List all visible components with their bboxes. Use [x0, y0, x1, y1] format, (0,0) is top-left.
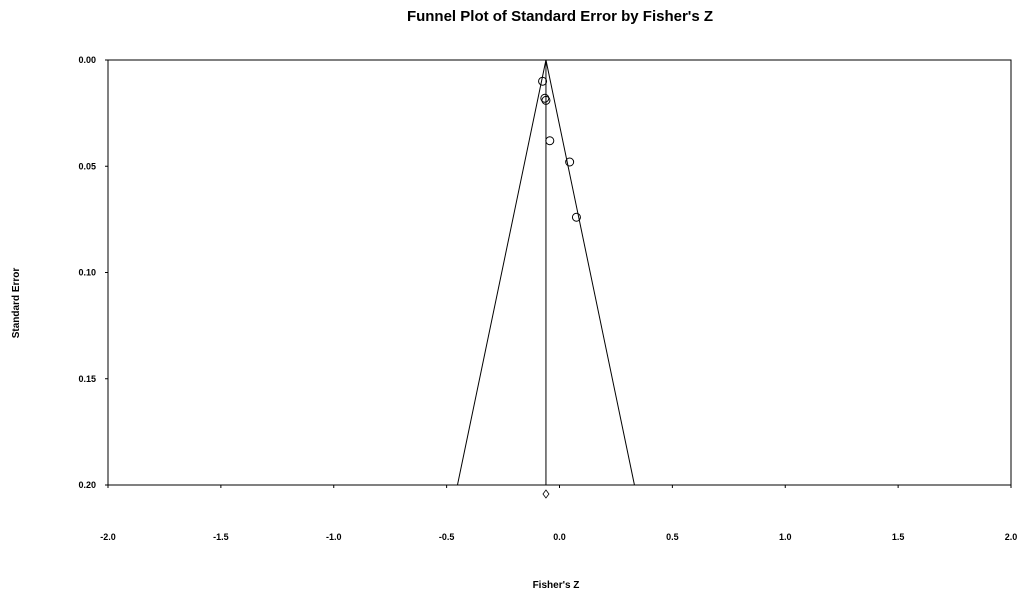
funnel-left-limit: [456, 59, 547, 486]
y-axis-ticks: 0.00 0.05 0.10 0.15 0.20: [78, 55, 108, 490]
study-point: [571, 212, 581, 222]
study-point: [540, 93, 550, 103]
x-tick-label: -2.0: [100, 532, 116, 542]
study-point: [545, 136, 555, 146]
x-tick-label: 0.5: [666, 532, 679, 542]
y-axis-label: Standard Error: [11, 268, 22, 339]
x-axis-label: Fisher's Z: [533, 580, 580, 591]
x-tick-label: -0.5: [439, 532, 455, 542]
x-tick-label: -1.0: [326, 532, 342, 542]
x-tick-label: -1.5: [213, 532, 229, 542]
study-points: [538, 76, 581, 499]
study-point: [541, 95, 551, 105]
study-point: [565, 157, 575, 167]
y-tick-label: 0.15: [78, 374, 96, 384]
x-tick-label: 1.0: [779, 532, 792, 542]
x-tick-label: 2.0: [1005, 532, 1018, 542]
x-axis-ticks: -2.0 -1.5 -1.0 -0.5 0.0 0.5 1.0 1.5 2.0: [100, 485, 1017, 542]
chart-title: Funnel Plot of Standard Error by Fisher'…: [407, 8, 713, 25]
y-tick-label: 0.05: [78, 161, 96, 171]
funnel-lines: [456, 59, 635, 486]
x-tick-label: 0.0: [553, 532, 566, 542]
y-tick-label: 0.00: [78, 55, 96, 65]
study-point: [538, 76, 548, 86]
x-tick-label: 1.5: [892, 532, 905, 542]
y-tick-label: 0.20: [78, 480, 96, 490]
y-tick-label: 0.10: [78, 268, 96, 278]
summary-diamond: [542, 489, 550, 499]
funnel-right-limit: [545, 59, 635, 486]
